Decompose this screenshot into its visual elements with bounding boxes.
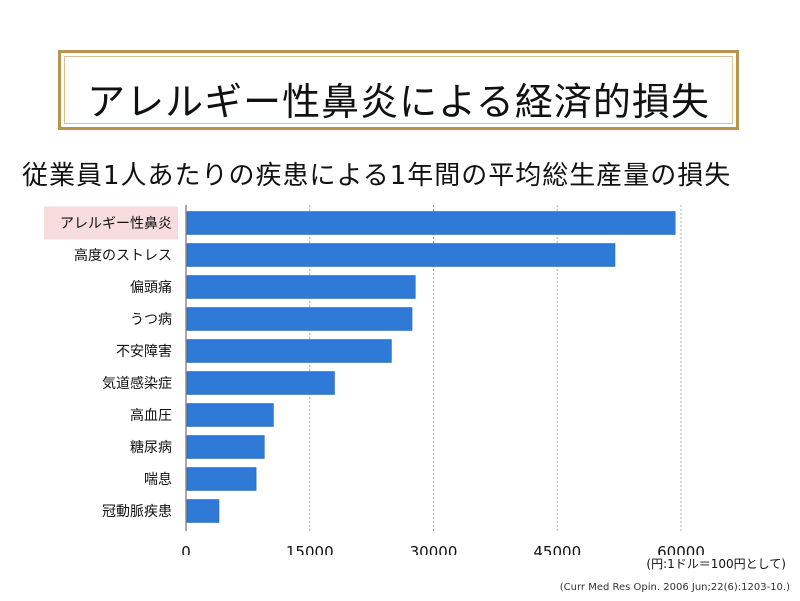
category-label: 気道感染症	[102, 375, 172, 392]
category-label: アレルギー性鼻炎	[60, 215, 172, 232]
x-tick-label: 0	[181, 543, 191, 555]
bar	[186, 339, 392, 363]
x-tick-label: 60000	[657, 543, 705, 555]
bar	[186, 499, 220, 523]
category-label: 糖尿病	[130, 440, 172, 456]
citation: (Curr Med Res Opin. 2006 Jun;22(6):1203-…	[559, 582, 790, 593]
category-label: 高度のストレス	[74, 247, 172, 264]
bar	[186, 307, 413, 331]
bar	[186, 275, 416, 299]
bars	[186, 211, 676, 523]
category-label: 高血圧	[130, 407, 172, 424]
grid-lines	[185, 205, 682, 531]
bar	[186, 435, 265, 459]
x-tick-label: 15000	[286, 543, 334, 555]
bar	[186, 243, 616, 267]
page-title: アレルギー性鼻炎による経済的損失	[87, 80, 710, 124]
category-label: うつ病	[130, 312, 172, 328]
highlight-label-background	[44, 206, 178, 240]
bar-chart: アレルギー性鼻炎高度のストレス偏頭痛うつ病不安障害気道感染症高血圧糖尿病喘息冠動…	[44, 205, 705, 555]
bar	[186, 467, 257, 491]
category-labels: アレルギー性鼻炎高度のストレス偏頭痛うつ病不安障害気道感染症高血圧糖尿病喘息冠動…	[44, 206, 178, 520]
chart-subtitle: 従業員1人あたりの疾患による1年間の平均総生産量の損失	[22, 161, 732, 191]
unit-note: (円:1ドル＝100円として)	[646, 557, 786, 571]
x-tick-label: 45000	[533, 543, 581, 555]
category-label: 不安障害	[116, 344, 172, 360]
category-label: 喘息	[144, 471, 172, 488]
category-label: 偏頭痛	[130, 279, 172, 296]
x-tick-label: 30000	[410, 543, 458, 555]
category-label: 冠動脈疾患	[102, 504, 172, 520]
bar	[186, 211, 676, 235]
bar	[186, 371, 335, 395]
title-frame: アレルギー性鼻炎による経済的損失	[58, 50, 739, 130]
bar	[186, 403, 274, 427]
x-tick-labels: 0 15000 30000 45000 60000	[181, 543, 705, 555]
